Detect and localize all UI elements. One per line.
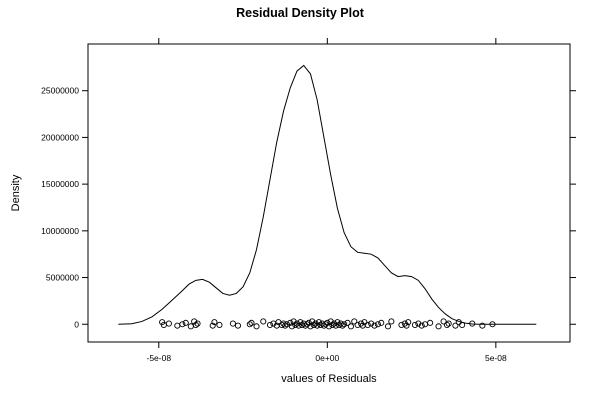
density-line bbox=[118, 64, 537, 325]
plot-frame bbox=[87, 43, 571, 343]
residual-point bbox=[364, 321, 371, 329]
residual-point bbox=[459, 321, 466, 329]
residual-point bbox=[378, 319, 385, 326]
residual-point bbox=[469, 320, 476, 327]
residual-points bbox=[159, 318, 496, 330]
residual-point bbox=[216, 321, 223, 329]
residual-point bbox=[384, 323, 392, 330]
y-tick-label-0: 0 bbox=[74, 319, 79, 329]
residual-point bbox=[246, 321, 253, 328]
residual-point bbox=[209, 322, 216, 329]
residual-point bbox=[339, 322, 346, 329]
residual-point bbox=[287, 319, 294, 326]
residual-point bbox=[403, 322, 410, 329]
residual-point bbox=[310, 321, 317, 329]
residual-point bbox=[283, 321, 290, 328]
residual-point bbox=[165, 320, 172, 327]
residual-point bbox=[388, 318, 395, 325]
residual-point bbox=[329, 321, 336, 329]
residual-point bbox=[427, 319, 434, 326]
y-tick-label-4: 20000000 bbox=[41, 132, 79, 142]
residual-point bbox=[398, 321, 405, 329]
residual-point bbox=[314, 322, 321, 329]
residual-point bbox=[479, 322, 486, 329]
residual-point bbox=[452, 322, 459, 329]
residual-point bbox=[411, 321, 419, 329]
residual-point bbox=[187, 323, 194, 330]
residual-point bbox=[211, 319, 218, 326]
residual-point bbox=[248, 319, 255, 326]
residual-point bbox=[443, 321, 451, 329]
residual-point bbox=[341, 321, 348, 328]
residual-point bbox=[344, 319, 351, 326]
y-tick-label-5: 25000000 bbox=[41, 86, 79, 96]
residual-point bbox=[174, 322, 181, 329]
residual-point bbox=[192, 321, 199, 329]
residual-point bbox=[445, 320, 452, 327]
y-tick-label-3: 15000000 bbox=[41, 179, 79, 189]
residual-point bbox=[374, 321, 381, 328]
residual-point bbox=[266, 321, 274, 329]
residual-point bbox=[260, 318, 267, 325]
x-axis-label: values of Residuals bbox=[281, 373, 377, 385]
residual-point bbox=[305, 319, 312, 326]
x-axis-ticks: -5e-08 0e+00 5e-08 bbox=[146, 38, 507, 363]
residual-point bbox=[282, 322, 289, 329]
residual-point bbox=[489, 321, 496, 328]
residual-point bbox=[194, 320, 201, 327]
residual-point bbox=[422, 321, 429, 328]
residual-point bbox=[440, 318, 447, 325]
residual-point bbox=[295, 322, 302, 329]
residual-point bbox=[179, 321, 186, 328]
residual-point bbox=[418, 322, 425, 329]
residual-point bbox=[435, 323, 442, 330]
residual-point bbox=[253, 323, 260, 330]
x-tick-label-0: -5e-08 bbox=[146, 353, 171, 363]
y-axis-ticks: 0 5000000 10000000 15000000 20000000 25000000 bbox=[41, 86, 576, 329]
residual-point bbox=[229, 320, 236, 327]
residual-point bbox=[182, 319, 189, 326]
residual-point bbox=[405, 319, 412, 326]
y-tick-label-1: 5000000 bbox=[46, 273, 79, 283]
residual-point bbox=[332, 322, 339, 329]
x-tick-label-1: 0e+00 bbox=[315, 353, 339, 363]
x-tick-label-2: 5e-08 bbox=[485, 353, 507, 363]
residual-point bbox=[347, 323, 354, 330]
residual-point bbox=[351, 318, 358, 325]
residual-point bbox=[292, 321, 299, 329]
chart-title: Residual Density Plot bbox=[236, 6, 365, 20]
residual-point bbox=[354, 321, 361, 329]
y-axis-label: Density bbox=[10, 174, 22, 211]
residual-point bbox=[234, 322, 242, 329]
residual-point bbox=[371, 322, 378, 329]
y-tick-label-2: 10000000 bbox=[41, 226, 79, 236]
residual-point bbox=[324, 319, 331, 326]
